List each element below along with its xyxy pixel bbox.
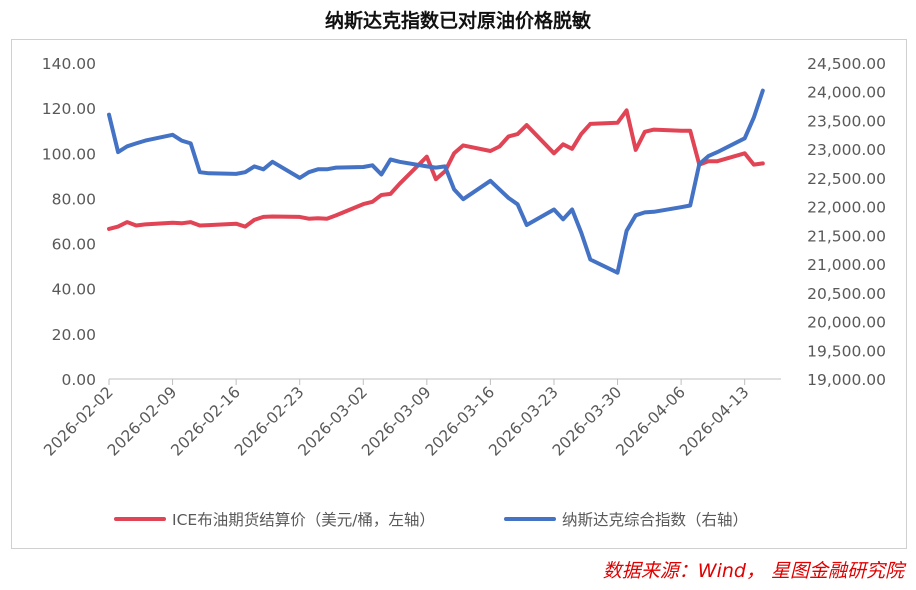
left-axis-tick-label: 20.00 bbox=[52, 326, 96, 344]
right-axis-tick-label: 19,500.00 bbox=[807, 342, 886, 360]
left-axis-tick-label: 120.00 bbox=[42, 100, 96, 118]
right-axis-tick-label: 23,500.00 bbox=[807, 112, 886, 130]
series-line-nasdaq bbox=[107, 88, 765, 275]
right-axis-tick-label: 20,000.00 bbox=[807, 314, 886, 332]
legend-label: 纳斯达克综合指数（右轴） bbox=[562, 511, 748, 529]
right-axis-tick-label: 22,000.00 bbox=[807, 199, 886, 217]
chart-frame bbox=[11, 39, 907, 549]
right-axis-tick-label: 19,000.00 bbox=[807, 371, 886, 389]
series-line-brent bbox=[107, 108, 765, 231]
data-source: 数据来源：Wind， 星图金融研究院 bbox=[602, 560, 904, 582]
right-axis-tick-label: 22,500.00 bbox=[807, 170, 886, 188]
right-axis-tick-label: 21,500.00 bbox=[807, 227, 886, 245]
left-axis-tick-label: 100.00 bbox=[42, 145, 96, 163]
right-axis-tick-label: 20,500.00 bbox=[807, 285, 886, 303]
left-axis-tick-label: 140.00 bbox=[42, 55, 96, 73]
right-axis-tick-label: 24,000.00 bbox=[807, 84, 886, 102]
left-axis-tick-label: 0.00 bbox=[61, 371, 96, 389]
left-axis-tick-label: 60.00 bbox=[52, 236, 96, 254]
left-axis-tick-label: 80.00 bbox=[52, 190, 96, 208]
left-axis-tick-label: 40.00 bbox=[52, 281, 96, 299]
legend-label: ICE布油期货结算价（美元/桶，左轴） bbox=[172, 510, 435, 529]
right-axis-tick-label: 21,000.00 bbox=[807, 256, 886, 274]
right-axis-tick-label: 23,000.00 bbox=[807, 141, 886, 159]
chart-title: 纳斯达克指数已对原油价格脱敏 bbox=[324, 10, 591, 32]
right-axis-tick-label: 24,500.00 bbox=[807, 55, 886, 73]
